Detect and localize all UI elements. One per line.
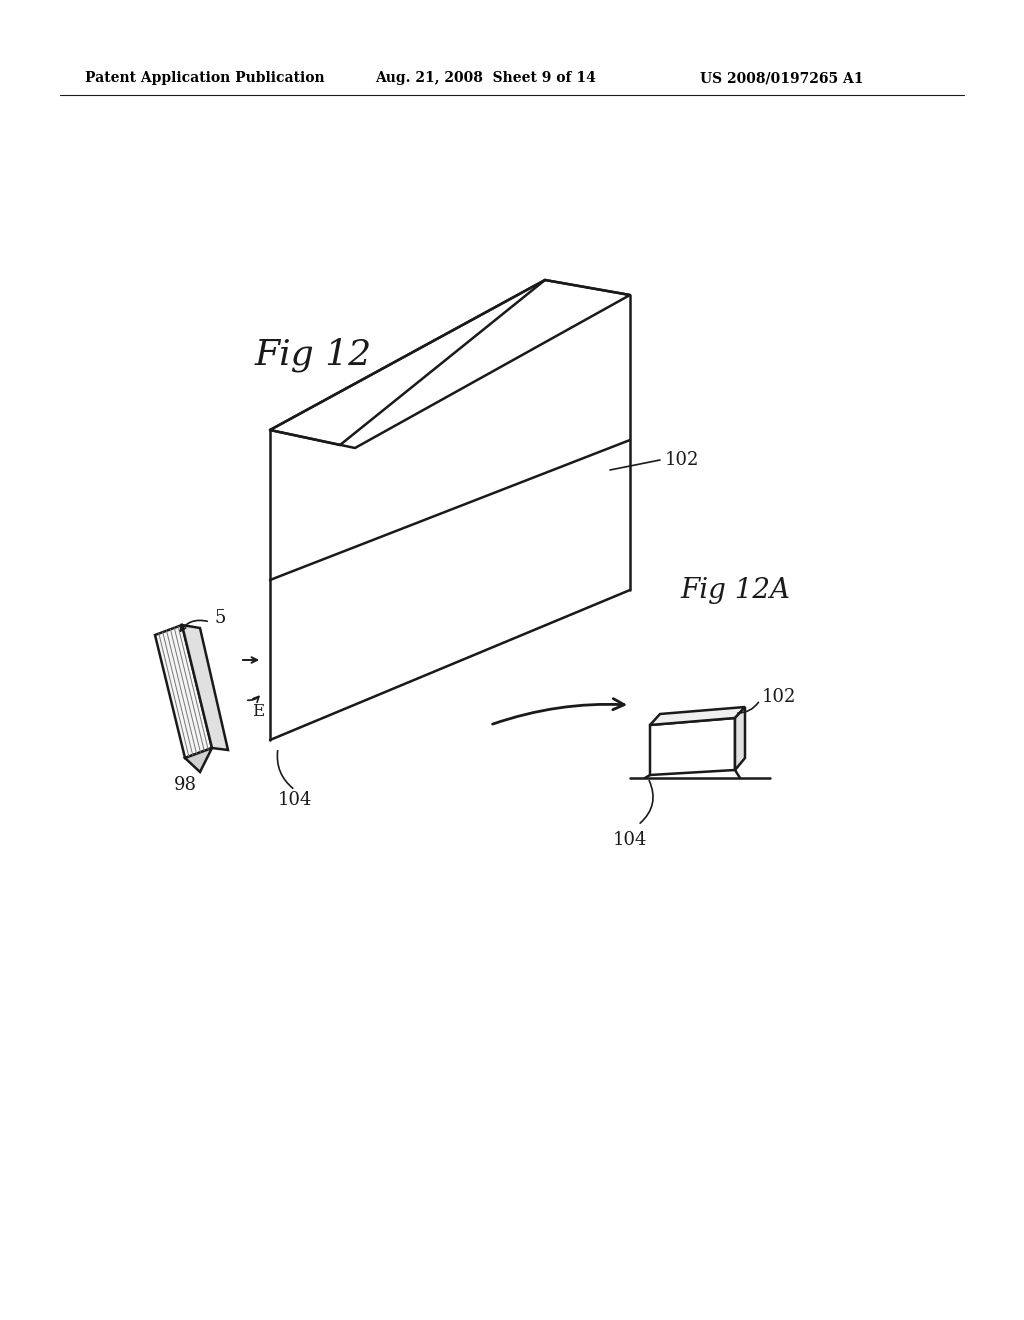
Text: 5: 5 [215, 609, 226, 627]
Polygon shape [650, 718, 735, 775]
Polygon shape [182, 624, 228, 750]
Text: Fig 12A: Fig 12A [680, 577, 790, 603]
Text: 102: 102 [762, 688, 797, 706]
Text: E: E [252, 704, 264, 721]
Text: Aug. 21, 2008  Sheet 9 of 14: Aug. 21, 2008 Sheet 9 of 14 [375, 71, 596, 84]
Text: 104: 104 [612, 832, 647, 849]
Text: Fig 12: Fig 12 [255, 338, 373, 372]
Text: Patent Application Publication: Patent Application Publication [85, 71, 325, 84]
Text: 104: 104 [278, 791, 312, 809]
Polygon shape [735, 708, 745, 770]
Text: 98: 98 [173, 776, 197, 795]
Polygon shape [155, 624, 212, 758]
Polygon shape [650, 708, 745, 725]
Text: US 2008/0197265 A1: US 2008/0197265 A1 [700, 71, 863, 84]
Text: 102: 102 [665, 451, 699, 469]
Polygon shape [270, 280, 630, 447]
Polygon shape [185, 748, 212, 772]
